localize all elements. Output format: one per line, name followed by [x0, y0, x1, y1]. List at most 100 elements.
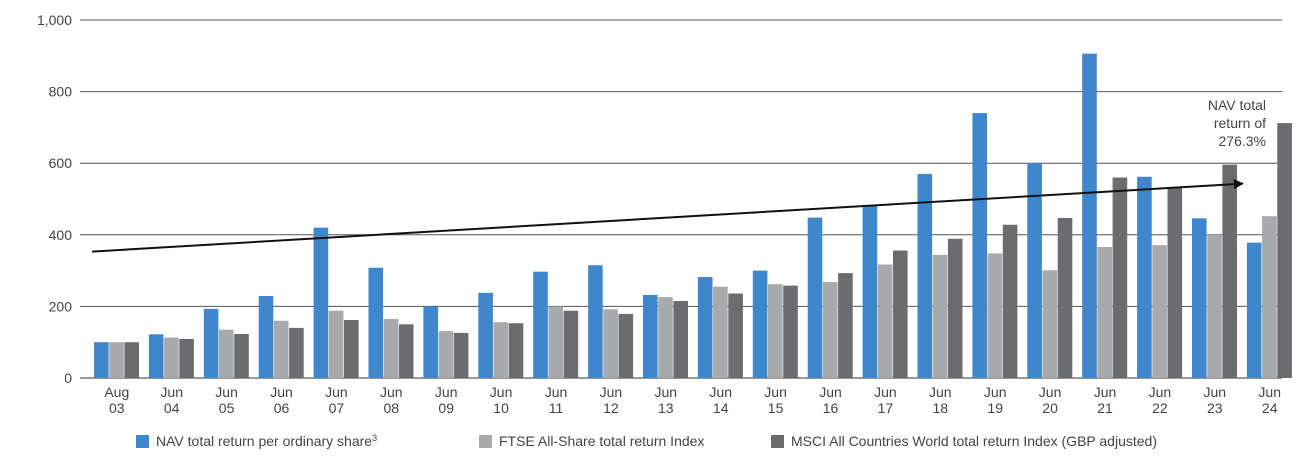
- bar-series2: [713, 286, 728, 378]
- legend: NAV total return per ordinary share3 FTSE…: [136, 433, 1157, 449]
- bar-series1: [697, 277, 713, 378]
- x-tick-label: 14: [713, 400, 729, 416]
- bar-series1: [917, 173, 933, 378]
- y-tick-label: 400: [49, 227, 73, 243]
- x-tick-label: 04: [164, 400, 180, 416]
- bar-series3: [508, 323, 524, 378]
- legend-superscript: 3: [372, 433, 377, 443]
- bar-series1: [752, 270, 768, 378]
- y-tick-label: 0: [64, 370, 72, 386]
- x-tick-label: 10: [493, 400, 509, 416]
- bar-series2: [987, 253, 1003, 378]
- bar-series3: [179, 338, 194, 378]
- legend-swatch-series1: [136, 435, 149, 448]
- x-tick-label: 15: [768, 400, 784, 416]
- x-tick-label: 07: [329, 400, 345, 416]
- bar-series2: [768, 284, 783, 378]
- x-tick-label: Jun: [215, 384, 238, 400]
- bar-series1: [258, 296, 274, 378]
- x-tick-label: 24: [1262, 400, 1278, 416]
- bar-series3: [1002, 224, 1018, 378]
- bar-series2: [438, 331, 454, 378]
- x-axis-ticks: Aug03Jun04Jun05Jun06Jun07Jun08Jun09Jun10…: [104, 384, 1281, 416]
- x-tick-label: 08: [384, 400, 400, 416]
- bar-series1: [533, 271, 548, 378]
- bar-series2: [109, 342, 124, 378]
- legend-swatch-series3: [771, 435, 784, 448]
- x-tick-label: Jun: [600, 384, 623, 400]
- trend-arrow: [91, 179, 1244, 253]
- bar-series1: [1137, 176, 1152, 378]
- bar-series3: [398, 324, 414, 378]
- bar-series2: [603, 309, 618, 378]
- annotation-line: return of: [1214, 115, 1266, 131]
- bar-series3: [1057, 217, 1073, 378]
- bar-series1: [1082, 53, 1097, 378]
- legend-label-series2: FTSE All-Share total return Index: [499, 433, 704, 449]
- x-tick-label: Jun: [764, 384, 787, 400]
- x-tick-label: 17: [878, 400, 894, 416]
- x-tick-label: 22: [1152, 400, 1168, 416]
- legend-label-text: NAV total return per ordinary share: [156, 433, 372, 449]
- x-tick-label: Jun: [325, 384, 348, 400]
- legend-label-text: MSCI All Countries World total return In…: [791, 433, 1157, 449]
- x-tick-label: Jun: [709, 384, 732, 400]
- x-tick-label: 20: [1042, 400, 1058, 416]
- x-tick-label: 12: [603, 400, 619, 416]
- bar-series2: [328, 310, 344, 378]
- bar-series3: [124, 342, 139, 378]
- bar-series2: [822, 282, 838, 378]
- bar-series1: [203, 308, 219, 378]
- x-tick-label: 03: [109, 400, 125, 416]
- x-tick-label: Jun: [270, 384, 293, 400]
- bar-series1: [478, 292, 493, 378]
- bar-series1: [1027, 162, 1042, 378]
- legend-label-series3: MSCI All Countries World total return In…: [791, 433, 1157, 449]
- bar-series3: [783, 285, 798, 378]
- bar-series2: [1097, 246, 1112, 378]
- y-tick-label: 1,000: [37, 12, 72, 28]
- bar-series1: [972, 113, 987, 378]
- bar-series3: [1112, 177, 1128, 378]
- x-tick-label: 13: [658, 400, 674, 416]
- x-tick-label: 23: [1207, 400, 1223, 416]
- x-tick-label: Jun: [545, 384, 568, 400]
- bar-series1: [368, 267, 384, 378]
- bar-series2: [932, 254, 948, 378]
- bar-series1: [807, 217, 823, 378]
- bar-series3: [453, 332, 469, 378]
- annotation-line: 276.3%: [1219, 133, 1266, 149]
- x-tick-label: Jun: [984, 384, 1007, 400]
- legend-label-series1: NAV total return per ordinary share3: [156, 433, 377, 449]
- bar-series2: [383, 318, 399, 378]
- bar-series3: [234, 333, 249, 378]
- x-tick-label: Jun: [490, 384, 513, 400]
- bar-series1: [148, 334, 164, 378]
- bar-series3: [1277, 123, 1292, 378]
- x-tick-label: Jun: [1094, 384, 1117, 400]
- bar-series1: [1192, 218, 1207, 378]
- bar-series1: [1246, 242, 1262, 378]
- x-tick-label: Jun: [874, 384, 897, 400]
- x-tick-label: 18: [933, 400, 949, 416]
- bars: [94, 53, 1292, 378]
- bar-series3: [673, 301, 688, 378]
- bar-series1: [313, 227, 329, 378]
- annotation-line: NAV total: [1208, 97, 1266, 113]
- y-tick-label: 600: [49, 155, 73, 171]
- bar-series2: [273, 320, 289, 378]
- x-tick-label: Jun: [655, 384, 678, 400]
- x-tick-label: 19: [987, 400, 1003, 416]
- x-tick-label: Jun: [160, 384, 183, 400]
- x-tick-label: Jun: [435, 384, 458, 400]
- bar-series2: [1262, 216, 1277, 378]
- bar-series1: [94, 342, 109, 378]
- bar-series2: [219, 329, 234, 378]
- y-tick-label: 200: [49, 298, 73, 314]
- bar-series3: [838, 273, 853, 378]
- bar-series1: [862, 205, 878, 378]
- bar-series3: [947, 238, 963, 378]
- bar-series2: [164, 337, 179, 378]
- bar-series1: [423, 306, 438, 378]
- bar-series3: [1222, 164, 1237, 378]
